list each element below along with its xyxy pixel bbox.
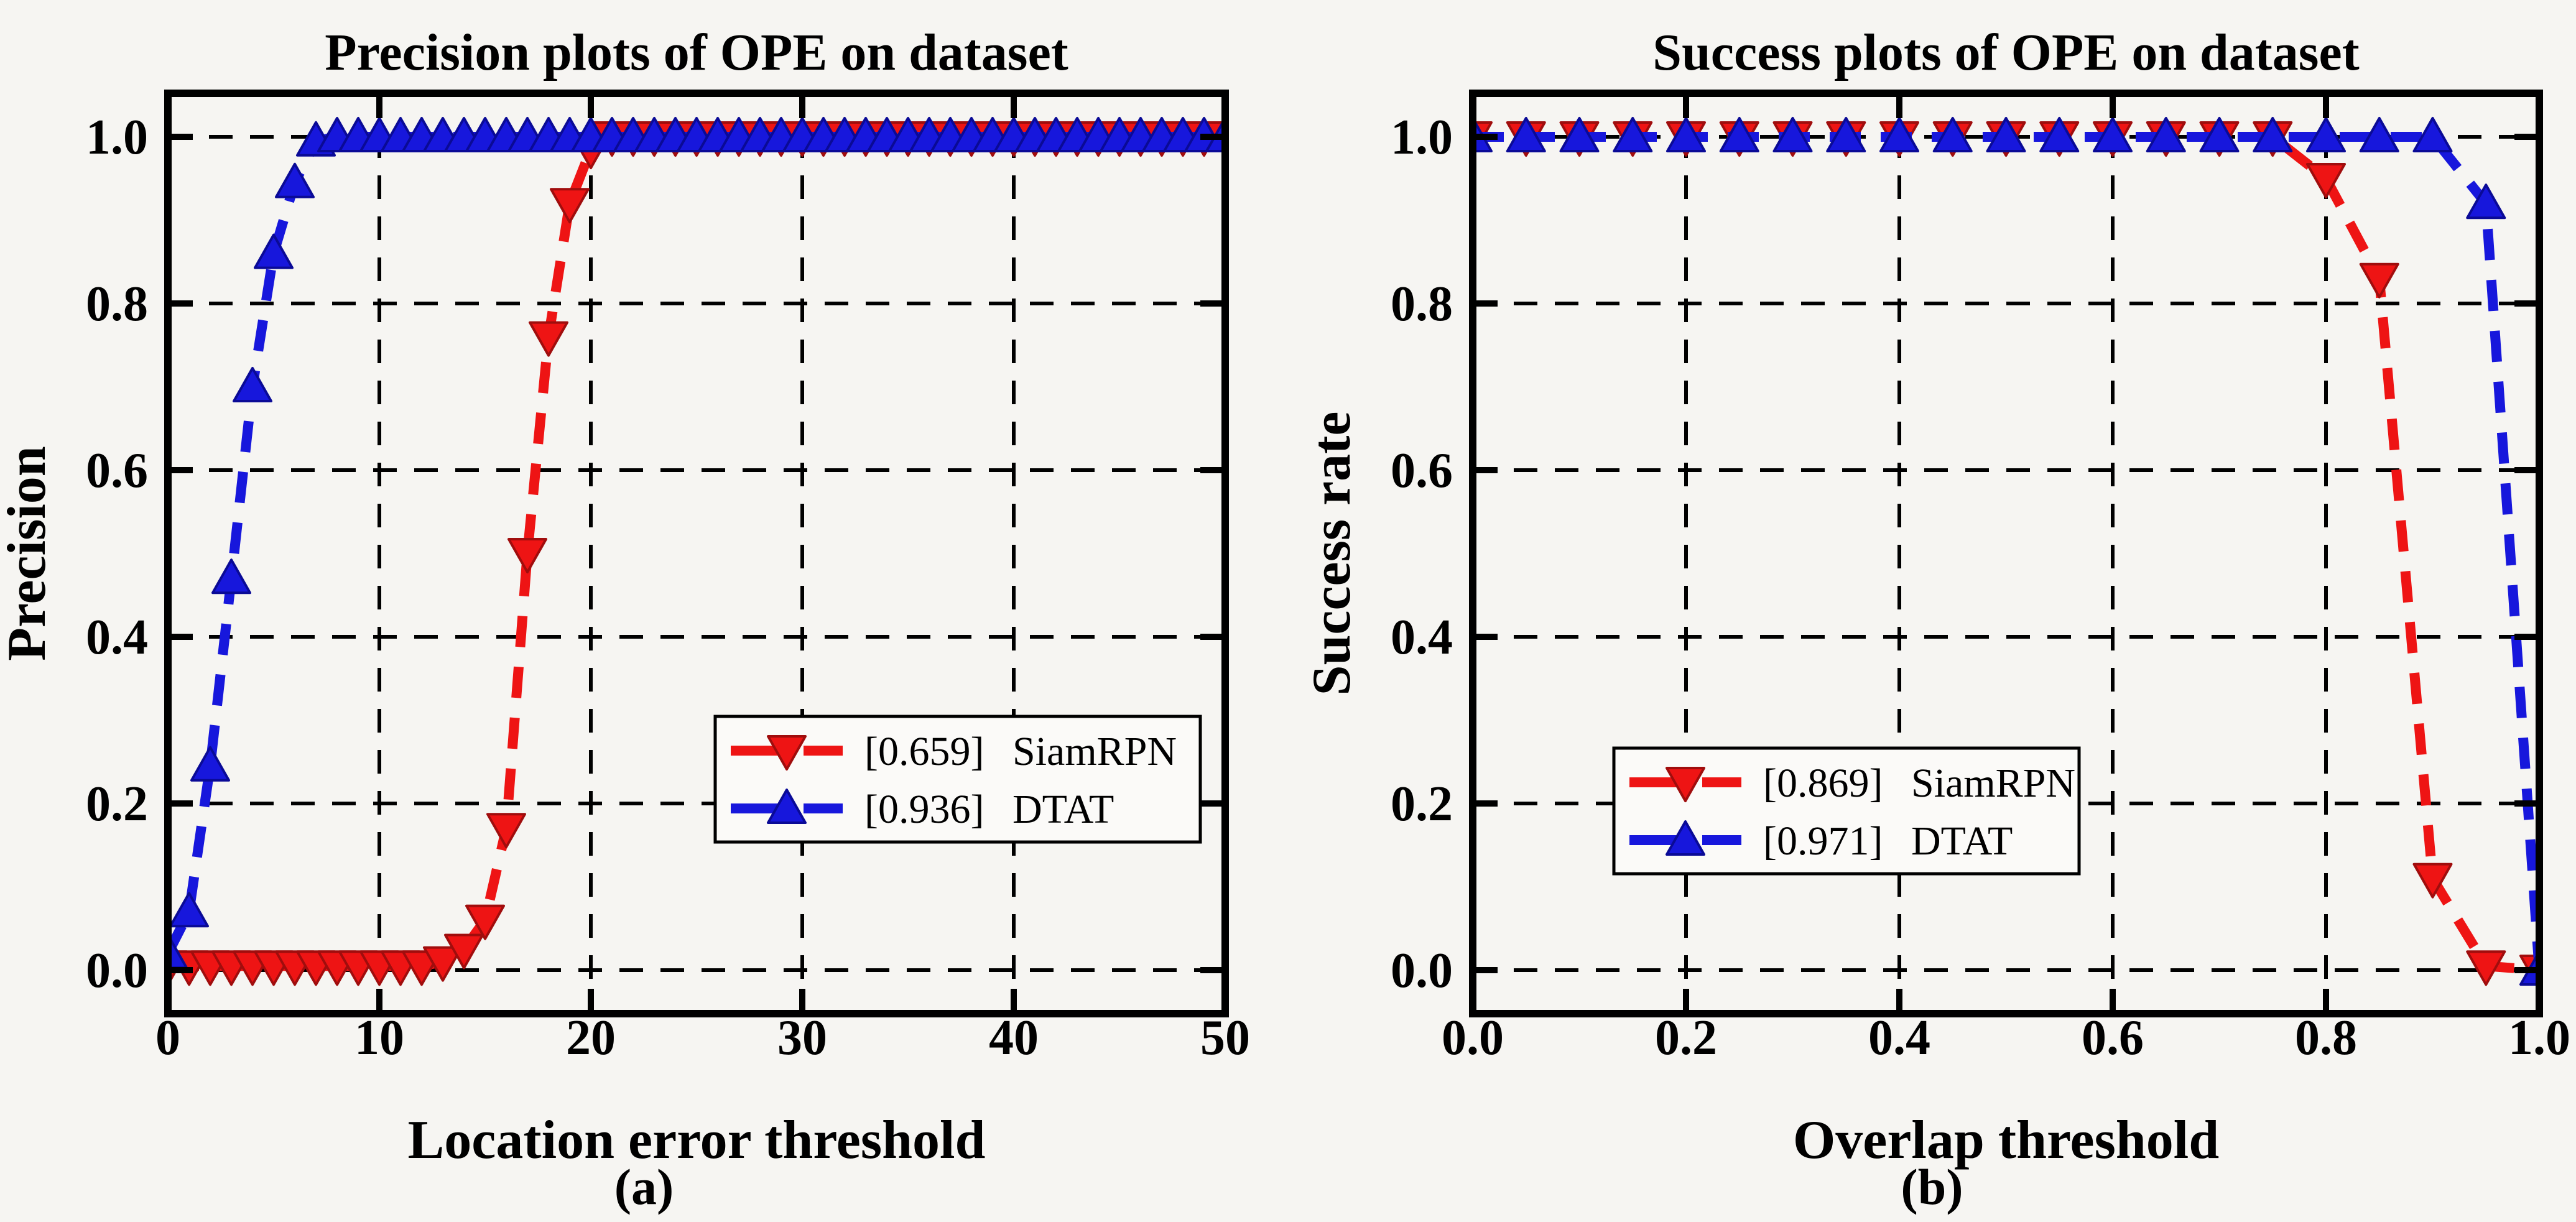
y-axis-label: Success rate bbox=[1302, 412, 1362, 696]
series-marker-DTAT bbox=[190, 746, 230, 782]
series-marker-DTAT bbox=[2359, 117, 2399, 152]
series-group bbox=[168, 117, 1225, 986]
x-tick-label-0.2: 0.2 bbox=[1655, 1011, 1717, 1065]
series-marker-DTAT bbox=[233, 367, 272, 402]
legend-marker-DTAT bbox=[767, 789, 807, 824]
plot-title: Precision plots of OPE on dataset bbox=[325, 24, 1068, 81]
legend-marker-SiamRPN bbox=[1666, 767, 1705, 802]
series-marker-DTAT bbox=[2199, 117, 2240, 152]
series-marker-DTAT bbox=[169, 892, 209, 928]
series-marker-SiamRPN bbox=[423, 946, 463, 982]
x-tick-label-0.6: 0.6 bbox=[2082, 1011, 2144, 1065]
legend-marker-DTAT bbox=[1666, 820, 1705, 856]
x-tick-label-0.8: 0.8 bbox=[2295, 1011, 2357, 1065]
series-group bbox=[1473, 117, 2539, 990]
y-tick-label-0.4: 0.4 bbox=[1391, 610, 1453, 665]
y-tick-label-0.6: 0.6 bbox=[86, 443, 148, 498]
x-tick-label-1.0: 1.0 bbox=[2508, 1011, 2570, 1065]
series-marker-SiamRPN bbox=[507, 538, 547, 573]
y-tick-label-1.0: 1.0 bbox=[1391, 110, 1453, 165]
x-tick-label-40: 40 bbox=[989, 1011, 1039, 1065]
series-marker-DTAT bbox=[1719, 117, 1759, 152]
legend: [0.869] SiamRPN [0.971] DTAT bbox=[1612, 746, 2081, 876]
series-marker-DTAT bbox=[2466, 183, 2506, 220]
series-marker-DTAT bbox=[2039, 117, 2080, 152]
series-marker-DTAT bbox=[168, 933, 188, 970]
series-marker-DTAT bbox=[1559, 117, 1600, 152]
legend: [0.659] SiamRPN [0.936] DTAT bbox=[713, 715, 1202, 844]
series-marker-SiamRPN bbox=[2359, 262, 2399, 299]
series-marker-DTAT bbox=[2146, 117, 2186, 152]
y-tick-label-0.6: 0.6 bbox=[1391, 443, 1453, 498]
y-tick-label-1.0: 1.0 bbox=[86, 110, 148, 165]
series-marker-DTAT bbox=[1879, 117, 1919, 152]
series-marker-DTAT bbox=[211, 558, 251, 595]
legend-score-SiamRPN: [0.869] bbox=[1763, 761, 1883, 806]
legend-name-DTAT: DTAT bbox=[1911, 818, 2013, 864]
series-marker-DTAT bbox=[1932, 117, 1973, 152]
caption-a: (a) bbox=[614, 1159, 674, 1215]
plot-border bbox=[1469, 90, 2543, 1017]
legend-name-SiamRPN: SiamRPN bbox=[1012, 729, 1177, 774]
legend-score-DTAT: [0.971] bbox=[1763, 818, 1883, 864]
series-marker-SiamRPN bbox=[2466, 950, 2506, 986]
series-marker-DTAT bbox=[1613, 117, 1653, 152]
y-tick-label-0.8: 0.8 bbox=[86, 277, 148, 331]
series-marker-SiamRPN bbox=[444, 933, 484, 970]
series-marker-SiamRPN bbox=[529, 321, 568, 357]
legend-score-DTAT: [0.936] bbox=[864, 787, 984, 832]
series-marker-DTAT bbox=[275, 162, 315, 198]
legend-name-SiamRPN: SiamRPN bbox=[1911, 761, 2075, 806]
y-axis-label: Precision bbox=[0, 446, 57, 660]
x-tick-label-10: 10 bbox=[354, 1011, 404, 1065]
y-tick-label-0.2: 0.2 bbox=[1391, 777, 1453, 831]
caption-b: (b) bbox=[1901, 1159, 1963, 1215]
series-marker-SiamRPN bbox=[465, 904, 505, 940]
plot-border bbox=[164, 90, 1229, 1017]
y-tick-label-0.4: 0.4 bbox=[86, 610, 148, 665]
series-marker-DTAT bbox=[1666, 117, 1706, 152]
panel-precision: 0 10 20 30 40 50 0.0 0.2 0.4 0.6 0.8 1.0 Precision p… bbox=[0, 24, 1250, 1170]
legend-name-DTAT: DTAT bbox=[1012, 787, 1114, 832]
x-axis-label: Location error threshold bbox=[408, 1110, 986, 1170]
y-tick-label-0.2: 0.2 bbox=[86, 777, 148, 831]
series-marker-DTAT bbox=[254, 233, 294, 269]
series-marker-DTAT bbox=[2412, 117, 2453, 152]
y-tick-label-0.0: 0.0 bbox=[1391, 943, 1453, 998]
series-marker-DTAT bbox=[1826, 117, 1866, 152]
y-tick-label-0.0: 0.0 bbox=[86, 943, 148, 998]
legend-marker-SiamRPN bbox=[767, 735, 807, 771]
x-tick-label-50: 50 bbox=[1200, 1011, 1250, 1065]
series-marker-DTAT bbox=[2306, 117, 2346, 152]
y-tick-label-0.8: 0.8 bbox=[1391, 277, 1453, 331]
x-tick-label-20: 20 bbox=[566, 1011, 616, 1065]
x-axis-label: Overlap threshold bbox=[1793, 1110, 2219, 1170]
panel-success: 0.0 0.2 0.4 0.6 0.8 1.0 0.0 0.2 0.4 0.6 0.8 1.0 Succ… bbox=[1302, 24, 2570, 1170]
x-tick-label-30: 30 bbox=[777, 1011, 827, 1065]
x-tick-label-0.0: 0.0 bbox=[1442, 1011, 1504, 1065]
plot-title: Success plots of OPE on dataset bbox=[1652, 24, 2359, 81]
series-marker-DTAT bbox=[1506, 117, 1546, 152]
series-marker-SiamRPN bbox=[550, 188, 590, 224]
series-marker-DTAT bbox=[1772, 117, 1813, 152]
x-tick-label-0.4: 0.4 bbox=[1868, 1011, 1930, 1065]
series-marker-DTAT bbox=[2093, 117, 2133, 152]
series-marker-SiamRPN bbox=[2306, 163, 2346, 198]
series-marker-SiamRPN bbox=[486, 813, 526, 849]
series-marker-DTAT bbox=[2253, 117, 2293, 152]
series-marker-DTAT bbox=[1986, 117, 2026, 152]
legend-score-SiamRPN: [0.659] bbox=[864, 729, 984, 774]
series-marker-SiamRPN bbox=[2412, 863, 2453, 899]
x-tick-label-0: 0 bbox=[155, 1011, 180, 1065]
